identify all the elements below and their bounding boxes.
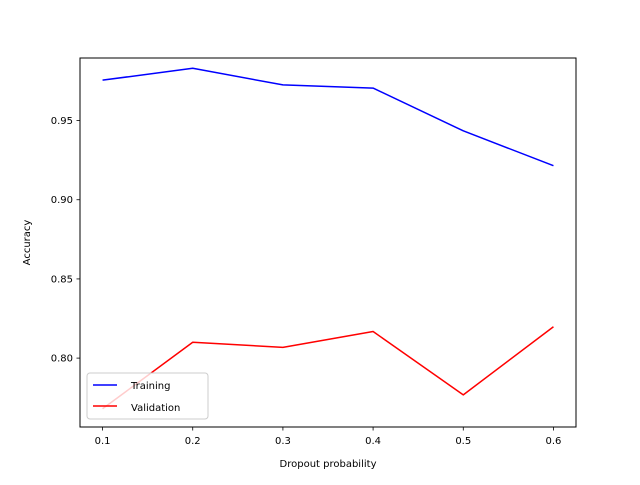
x-tick-label: 0.4: [365, 436, 381, 447]
x-tick-label: 0.5: [455, 436, 471, 447]
y-ticks: 0.80 0.85 0.90 0.95: [51, 116, 80, 365]
legend: Training Validation: [86, 372, 209, 420]
x-axis-label: Dropout probability: [280, 459, 377, 470]
y-tick-label: 0.85: [51, 274, 73, 285]
legend-box: [86, 372, 209, 420]
x-tick-label: 0.1: [95, 436, 111, 447]
plot-frame: [79, 57, 577, 428]
legend-label-validation: Validation: [131, 403, 180, 414]
y-tick-label: 0.90: [51, 195, 73, 206]
x-ticks: 0.1 0.2 0.3 0.4 0.5 0.6: [95, 427, 562, 447]
plot-area: [80, 58, 576, 427]
series-line-training: [102, 67, 554, 167]
x-tick-label: 0.3: [275, 436, 291, 447]
series-layer: [102, 67, 554, 410]
y-axis-label: Accuracy: [22, 220, 33, 266]
series-line-validation: [102, 326, 554, 410]
y-tick-label: 0.95: [51, 116, 73, 127]
legend-label-training: Training: [130, 381, 170, 392]
x-tick-label: 0.2: [185, 436, 201, 447]
x-tick-label: 0.6: [546, 436, 562, 447]
y-tick-label: 0.80: [51, 354, 73, 365]
